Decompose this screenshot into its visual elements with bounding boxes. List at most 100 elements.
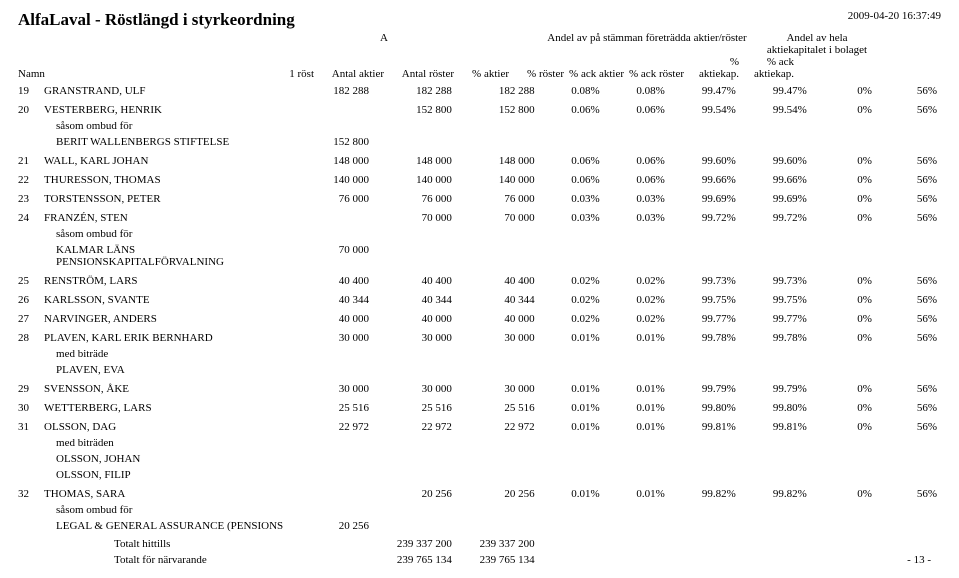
row-pct-cap: 0%	[811, 80, 876, 99]
sub-1rost	[290, 362, 373, 378]
row-1rost: 40 344	[290, 289, 373, 308]
row-pct-ack-shares: 99.54%	[669, 99, 740, 118]
sub-label: såsom ombud för	[44, 118, 290, 134]
row-pct-votes: 0.01%	[604, 378, 669, 397]
sub-row: LEGAL & GENERAL ASSURANCE (PENSIONS20 25…	[18, 518, 941, 534]
row-pct-cap: 0%	[811, 378, 876, 397]
sub-name: PLAVEN, EVA	[44, 362, 290, 378]
row-index: 24	[18, 207, 44, 226]
row-votes: 152 800	[456, 99, 539, 118]
sub-label-row: såsom ombud för	[18, 502, 941, 518]
sub-row: OLSSON, JOHAN	[18, 451, 941, 467]
table-row: 27NARVINGER, ANDERS40 00040 00040 0000.0…	[18, 308, 941, 327]
row-pct-ack-shares: 99.81%	[669, 416, 740, 435]
row-pct-ack-votes: 99.60%	[740, 150, 811, 169]
row-name: SVENSSON, ÅKE	[44, 378, 290, 397]
row-1rost	[290, 483, 373, 502]
total-hittills-label: Totalt hittills	[44, 534, 290, 552]
row-pct-ack-votes: 99.47%	[740, 80, 811, 99]
row-pct-ack-shares: 99.79%	[669, 378, 740, 397]
sub-name: KALMAR LÄNS PENSIONSKAPITALFÖRVALNING	[44, 242, 290, 270]
sub-label: såsom ombud för	[44, 226, 290, 242]
row-votes: 25 516	[456, 397, 539, 416]
row-name: KARLSSON, SVANTE	[44, 289, 290, 308]
page-header: AlfaLaval - Röstlängd i styrkeordning 20…	[18, 10, 941, 30]
row-index: 30	[18, 397, 44, 416]
row-pct-ack-shares: 99.73%	[669, 270, 740, 289]
row-pct-ack-cap: 56%	[876, 397, 941, 416]
table-row: 25RENSTRÖM, LARS40 40040 40040 4000.02%0…	[18, 270, 941, 289]
row-pct-votes: 0.02%	[604, 308, 669, 327]
total-hittills-shares: 239 337 200	[373, 534, 456, 552]
row-votes: 182 288	[456, 80, 539, 99]
row-name: FRANZÉN, STEN	[44, 207, 290, 226]
row-pct-shares: 0.03%	[539, 188, 604, 207]
row-index: 28	[18, 327, 44, 346]
row-shares: 152 800	[373, 99, 456, 118]
row-pct-ack-cap: 56%	[876, 150, 941, 169]
sub-row: KALMAR LÄNS PENSIONSKAPITALFÖRVALNING70 …	[18, 242, 941, 270]
table-row: 29SVENSSON, ÅKE30 00030 00030 0000.01%0.…	[18, 378, 941, 397]
row-shares: 70 000	[373, 207, 456, 226]
row-pct-shares: 0.02%	[539, 270, 604, 289]
row-name: WETTERBERG, LARS	[44, 397, 290, 416]
row-pct-ack-cap: 56%	[876, 99, 941, 118]
row-pct-shares: 0.01%	[539, 416, 604, 435]
page-title: AlfaLaval - Röstlängd i styrkeordning	[18, 10, 295, 30]
row-shares: 30 000	[373, 327, 456, 346]
total-narvarande-votes: 239 765 134	[456, 552, 539, 568]
sub-1rost: 20 256	[290, 518, 373, 534]
row-pct-ack-shares: 99.72%	[669, 207, 740, 226]
row-pct-ack-cap: 56%	[876, 207, 941, 226]
row-pct-votes: 0.03%	[604, 207, 669, 226]
row-1rost: 40 000	[290, 308, 373, 327]
sub-row: PLAVEN, EVA	[18, 362, 941, 378]
row-pct-cap: 0%	[811, 188, 876, 207]
table-row: 22THURESSON, THOMAS140 000140 000140 000…	[18, 169, 941, 188]
row-votes: 40 344	[456, 289, 539, 308]
row-pct-ack-cap: 56%	[876, 416, 941, 435]
total-hittills-row: Totalt hittills239 337 200239 337 200	[18, 534, 941, 552]
row-pct-cap: 0%	[811, 397, 876, 416]
sub-label-row: såsom ombud för	[18, 118, 941, 134]
row-votes: 40 400	[456, 270, 539, 289]
row-index: 25	[18, 270, 44, 289]
row-votes: 148 000	[456, 150, 539, 169]
table-row: 28PLAVEN, KARL ERIK BERNHARD30 00030 000…	[18, 327, 941, 346]
row-index: 29	[18, 378, 44, 397]
hdr-pct-cap: % aktiekap.	[688, 56, 743, 80]
row-pct-votes: 0.02%	[604, 270, 669, 289]
row-1rost: 76 000	[290, 188, 373, 207]
row-1rost: 40 400	[290, 270, 373, 289]
row-pct-ack-votes: 99.82%	[740, 483, 811, 502]
row-pct-cap: 0%	[811, 483, 876, 502]
row-pct-ack-shares: 99.82%	[669, 483, 740, 502]
row-pct-cap: 0%	[811, 416, 876, 435]
row-shares: 148 000	[373, 150, 456, 169]
row-name: TORSTENSSON, PETER	[44, 188, 290, 207]
row-pct-ack-votes: 99.73%	[740, 270, 811, 289]
row-pct-shares: 0.02%	[539, 289, 604, 308]
row-pct-shares: 0.06%	[539, 169, 604, 188]
row-pct-ack-shares: 99.80%	[669, 397, 740, 416]
sub-name: OLSSON, FILIP	[44, 467, 290, 483]
total-narvarande-label: Totalt för närvarande	[44, 552, 290, 568]
row-pct-shares: 0.08%	[539, 80, 604, 99]
row-pct-votes: 0.08%	[604, 80, 669, 99]
row-pct-cap: 0%	[811, 169, 876, 188]
row-pct-cap: 0%	[811, 289, 876, 308]
row-shares: 40 000	[373, 308, 456, 327]
table-row: 19GRANSTRAND, ULF182 288182 288182 2880.…	[18, 80, 941, 99]
row-pct-ack-cap: 56%	[876, 378, 941, 397]
row-pct-shares: 0.06%	[539, 150, 604, 169]
table-row: 30WETTERBERG, LARS25 51625 51625 5160.01…	[18, 397, 941, 416]
total-narvarande-row: Totalt för närvarande239 765 134239 765 …	[18, 552, 941, 568]
row-index: 31	[18, 416, 44, 435]
row-votes: 20 256	[456, 483, 539, 502]
row-shares: 30 000	[373, 378, 456, 397]
table-row: 26KARLSSON, SVANTE40 34440 34440 3440.02…	[18, 289, 941, 308]
row-shares: 76 000	[373, 188, 456, 207]
row-pct-ack-votes: 99.54%	[740, 99, 811, 118]
row-pct-ack-shares: 99.78%	[669, 327, 740, 346]
sub-row: OLSSON, FILIP	[18, 467, 941, 483]
